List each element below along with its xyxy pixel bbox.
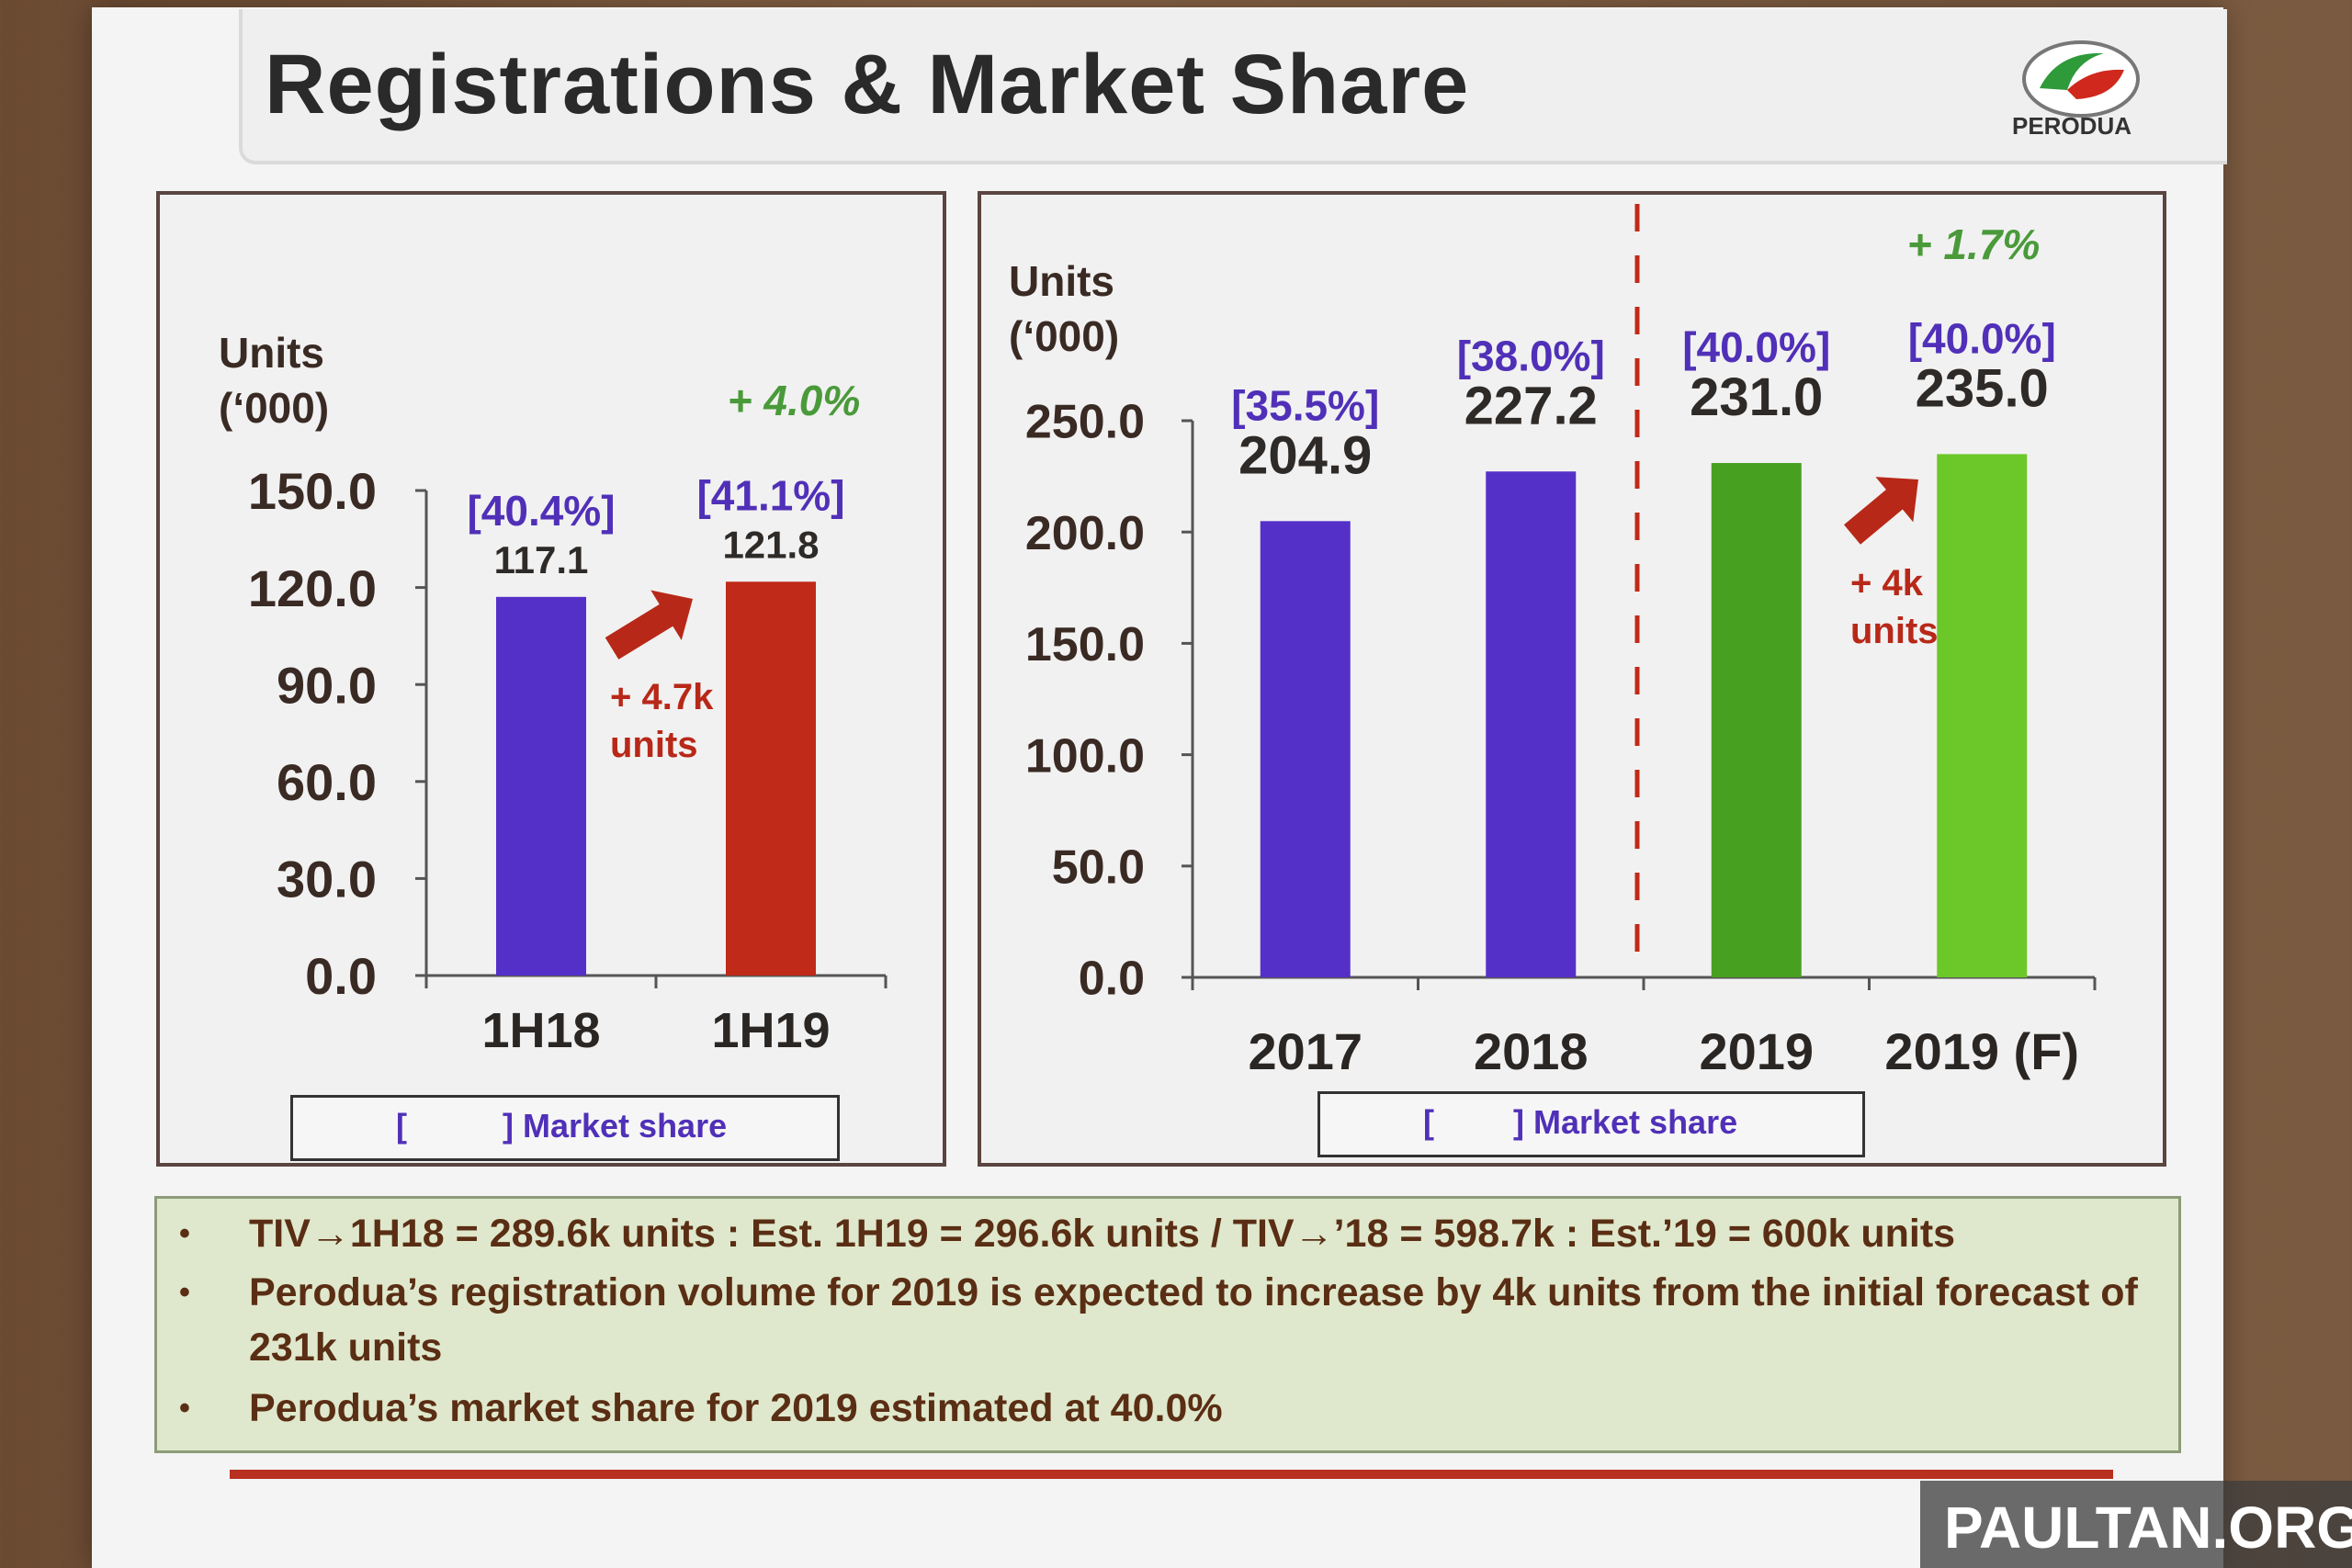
legend-label: ] Market share xyxy=(503,1107,728,1145)
legend-open-bracket: [ xyxy=(1423,1103,1434,1141)
y-tick-label: 250.0 xyxy=(1025,396,1145,449)
x-tick-label: 1H19 xyxy=(711,1003,830,1058)
growth-arrow-icon xyxy=(605,590,693,660)
y-tick-label: 90.0 xyxy=(277,656,377,714)
x-tick-label: 1H18 xyxy=(481,1003,600,1058)
x-tick-label: 2018 xyxy=(1474,1022,1589,1080)
growth-arrow-icon xyxy=(1844,477,1919,545)
title-bar xyxy=(239,9,2227,164)
legend-market-share: [ ] Market share xyxy=(1317,1091,1865,1157)
bar xyxy=(1260,521,1351,977)
y-tick-label: 50.0 xyxy=(1052,841,1145,895)
data-label: 227.2 xyxy=(1464,376,1598,435)
market-share-label: [35.5%] xyxy=(1231,381,1379,429)
y-axis-label: (‘000) xyxy=(219,384,329,432)
bullet-dot-icon: • xyxy=(179,1216,190,1251)
chart-panel-1h: 0.0 30.0 60.0 90.0 120.0 150.0 Units (‘000) 117.… xyxy=(156,191,946,1167)
logo-text: PERODUA xyxy=(2012,112,2132,140)
x-tick-label: 2019 (F) xyxy=(1884,1022,2079,1080)
growth-label: + 1.7% xyxy=(1907,220,2041,268)
bar xyxy=(1937,454,2028,977)
bar xyxy=(726,581,816,976)
y-axis-label: (‘000) xyxy=(1009,312,1119,360)
perodua-logo-icon xyxy=(2022,40,2140,118)
bullet-dot-icon: • xyxy=(179,1391,190,1426)
legend-market-share: [ ] Market share xyxy=(290,1095,840,1161)
x-tick-label: 2017 xyxy=(1248,1022,1363,1080)
bullet-dot-icon: • xyxy=(179,1275,190,1310)
data-label: 204.9 xyxy=(1238,425,1372,485)
y-tick-label: 0.0 xyxy=(1079,953,1145,1006)
data-label: 231.0 xyxy=(1690,367,1823,427)
data-label: 121.8 xyxy=(722,523,819,566)
arrow-annotation: + 4k xyxy=(1850,563,1924,604)
chart-panel-annual: 0.0 50.0 100.0 150.0 200.0 250.0 Units (‘000) 20… xyxy=(978,191,2166,1167)
y-tick-label: 100.0 xyxy=(1025,729,1145,783)
y-tick-label: 30.0 xyxy=(277,851,377,908)
x-tick-label: 2019 xyxy=(1699,1022,1814,1080)
y-tick-label: 150.0 xyxy=(248,462,377,520)
y-axis-label: Units xyxy=(1009,257,1114,305)
data-label: 235.0 xyxy=(1916,358,2049,418)
notes-box: • TIV→1H18 = 289.6k units : Est. 1H19 = … xyxy=(154,1196,2181,1453)
market-share-label: [40.4%] xyxy=(467,487,615,535)
arrow-annotation: units xyxy=(610,725,698,765)
arrow-annotation: + 4.7k xyxy=(610,677,714,717)
bar xyxy=(496,596,586,976)
data-label: 117.1 xyxy=(494,538,589,581)
chart-1h: 0.0 30.0 60.0 90.0 120.0 150.0 Units (‘000) 117.… xyxy=(219,329,888,1058)
y-tick-label: 60.0 xyxy=(277,753,377,811)
bullet-text: TIV→1H18 = 289.6k units : Est. 1H19 = 29… xyxy=(249,1212,1956,1256)
market-share-label: [40.0%] xyxy=(1682,323,1830,371)
market-share-label: [41.1%] xyxy=(696,471,844,519)
bullet-text: Perodua’s market share for 2019 estimate… xyxy=(249,1386,1223,1430)
y-tick-label: 120.0 xyxy=(248,559,377,617)
legend-open-bracket: [ xyxy=(396,1107,407,1145)
y-tick-label: 150.0 xyxy=(1025,618,1145,671)
growth-label: + 4.0% xyxy=(728,377,861,424)
page-title: Registrations & Market Share xyxy=(265,38,1470,131)
market-share-label: [40.0%] xyxy=(1908,314,2056,362)
bar xyxy=(1711,463,1802,977)
arrow-annotation: units xyxy=(1850,611,1939,651)
bullet-text: Perodua’s registration volume for 2019 i… xyxy=(249,1270,2138,1370)
y-axis-label: Units xyxy=(219,329,324,377)
market-share-label: [38.0%] xyxy=(1457,332,1605,379)
legend-label: ] Market share xyxy=(1513,1103,1738,1141)
bar xyxy=(1486,471,1577,977)
y-tick-label: 200.0 xyxy=(1025,507,1145,560)
y-tick-label: 0.0 xyxy=(305,947,377,1005)
footer-divider xyxy=(230,1470,2113,1479)
watermark: PAULTAN.ORG xyxy=(1920,1481,2352,1568)
watermark-text: PAULTAN.ORG xyxy=(1944,1495,2352,1561)
chart-annual: 0.0 50.0 100.0 150.0 200.0 250.0 Units (‘000) 20… xyxy=(1009,204,2097,1080)
